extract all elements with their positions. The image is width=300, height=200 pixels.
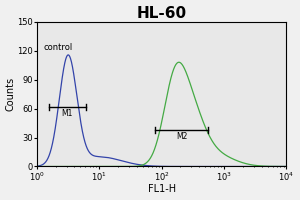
Text: control: control — [43, 43, 72, 52]
Y-axis label: Counts: Counts — [6, 77, 16, 111]
Title: HL-60: HL-60 — [136, 6, 187, 21]
X-axis label: FL1-H: FL1-H — [148, 184, 176, 194]
Text: M2: M2 — [176, 132, 188, 141]
Text: M1: M1 — [62, 109, 73, 118]
